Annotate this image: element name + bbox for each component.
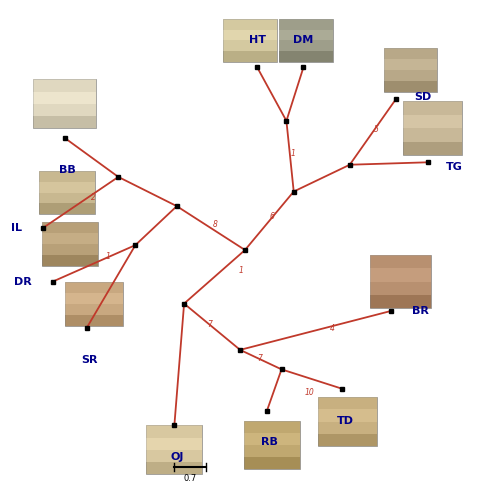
Text: OJ: OJ [170, 452, 183, 462]
Bar [42, 222, 98, 233]
Bar [370, 282, 431, 295]
Bar [403, 128, 462, 141]
Text: IL: IL [11, 223, 23, 233]
Bar [370, 295, 431, 308]
Text: RB: RB [261, 438, 278, 448]
Bar [318, 397, 376, 446]
Bar [279, 18, 333, 30]
Bar [384, 48, 438, 59]
Text: 4: 4 [330, 324, 335, 334]
Bar [370, 268, 431, 281]
Bar [33, 80, 97, 92]
Bar [65, 314, 123, 326]
Bar [279, 40, 333, 52]
Bar [403, 102, 462, 115]
Bar [370, 255, 431, 268]
Bar [223, 30, 277, 40]
Bar [403, 142, 462, 155]
Bar [244, 420, 300, 469]
Text: TD: TD [336, 416, 353, 426]
Text: 10: 10 [304, 388, 314, 397]
Bar [244, 445, 300, 457]
Text: 6: 6 [270, 212, 275, 222]
Bar [65, 292, 123, 304]
Bar [147, 438, 202, 450]
Bar [279, 52, 333, 62]
Text: HT: HT [249, 36, 266, 46]
Bar [223, 18, 277, 30]
Bar [384, 48, 438, 92]
Bar [33, 92, 97, 104]
Bar [39, 170, 95, 181]
Text: 0.7: 0.7 [184, 474, 197, 484]
Text: 2: 2 [91, 193, 96, 202]
Bar [223, 52, 277, 62]
Text: 1: 1 [105, 252, 110, 261]
Bar [42, 244, 98, 255]
Bar [33, 104, 97, 116]
Bar [403, 102, 462, 155]
Bar [223, 18, 277, 62]
Bar [42, 222, 98, 266]
Text: 7: 7 [207, 320, 212, 329]
Bar [65, 304, 123, 314]
Bar [223, 40, 277, 52]
Bar [244, 457, 300, 469]
Bar [147, 462, 202, 474]
Bar [147, 426, 202, 474]
Bar [318, 410, 376, 422]
Bar [33, 116, 97, 128]
Bar [244, 420, 300, 432]
Text: DM: DM [294, 36, 314, 46]
Bar [42, 255, 98, 266]
Bar [403, 115, 462, 128]
Bar [39, 182, 95, 192]
Bar [318, 397, 376, 409]
Text: SD: SD [415, 92, 432, 102]
Bar [384, 70, 438, 80]
Text: BB: BB [59, 164, 75, 174]
Bar [65, 282, 123, 292]
Bar [65, 282, 123, 326]
Bar [279, 18, 333, 62]
Bar [244, 432, 300, 445]
Text: 1: 1 [290, 149, 295, 158]
Bar [318, 422, 376, 434]
Text: BR: BR [412, 306, 428, 316]
Text: 7: 7 [257, 354, 262, 362]
Bar [279, 30, 333, 40]
Bar [384, 59, 438, 70]
Text: 8: 8 [212, 220, 217, 229]
Text: DR: DR [14, 276, 32, 286]
Bar [33, 80, 97, 128]
Bar [39, 204, 95, 214]
Text: 5: 5 [374, 124, 379, 134]
Text: 1: 1 [239, 266, 244, 275]
Text: TG: TG [446, 162, 463, 172]
Bar [318, 434, 376, 446]
Bar [147, 450, 202, 462]
Bar [42, 233, 98, 244]
Text: SR: SR [81, 354, 98, 364]
Bar [147, 426, 202, 438]
Bar [39, 170, 95, 214]
Bar [39, 192, 95, 203]
Bar [384, 80, 438, 92]
Bar [370, 255, 431, 308]
